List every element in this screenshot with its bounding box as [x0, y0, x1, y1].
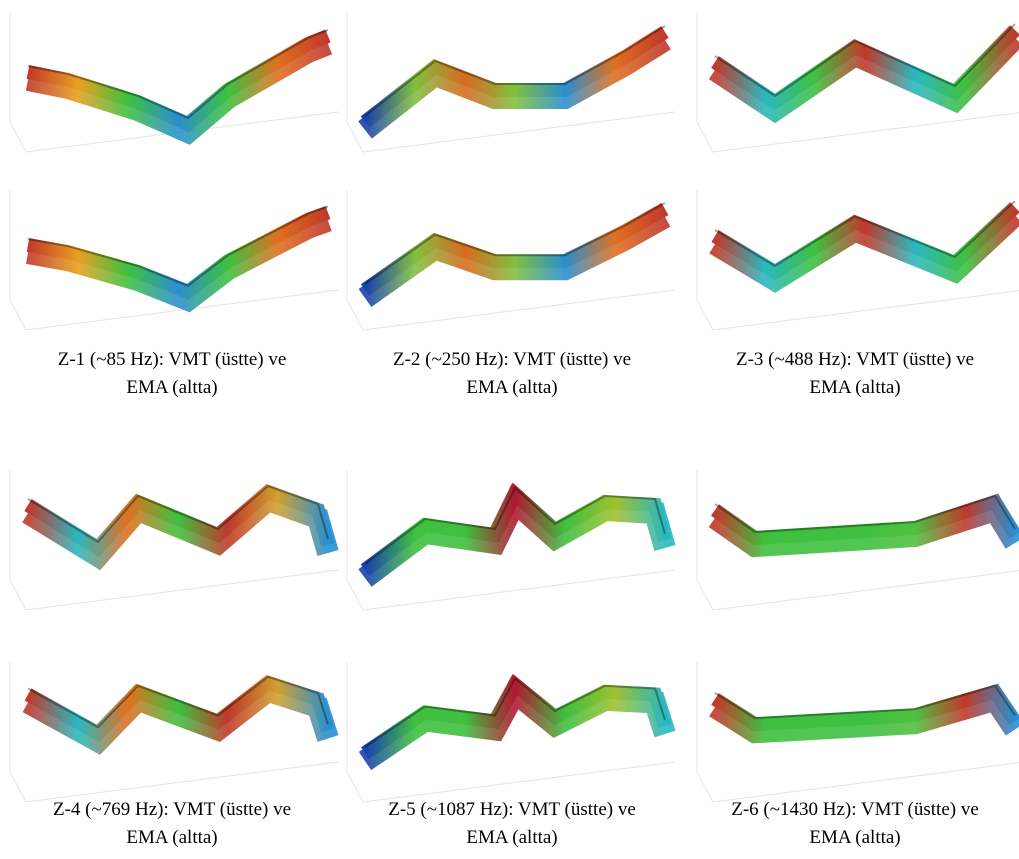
- mode-panel: Z-3 (~488 Hz): VMT (üstte) ve EMA (altta): [697, 12, 1019, 398]
- mode-ribbon-top: [28, 36, 328, 124]
- caption-line: EMA (altta): [126, 827, 217, 848]
- caption-line: Z-3 (~488 Hz): VMT (üstte) ve: [736, 349, 974, 370]
- caption-line: Z-6 (~1430 Hz): VMT (üstte) ve: [731, 799, 979, 820]
- vmt-plot: [697, 470, 1019, 610]
- vmt-plot: [697, 12, 1019, 152]
- caption-line: Z-5 (~1087 Hz): VMT (üstte) ve: [388, 799, 636, 820]
- ema-plot: [697, 190, 1019, 330]
- mode-panel: Z-2 (~250 Hz): VMT (üstte) ve EMA (altta): [347, 12, 675, 398]
- figure: Z-1 (~85 Hz): VMT (üstte) veEMA (altta)Z…: [0, 0, 1019, 859]
- caption-line: Z-2 (~250 Hz): VMT (üstte) ve: [393, 349, 631, 370]
- ema-plot: [10, 190, 338, 330]
- caption-line: EMA (altta): [126, 377, 217, 398]
- mode-ribbon-top: [365, 494, 665, 570]
- ema-plot: [10, 662, 338, 802]
- mode-panel: Z-4 (~769 Hz): VMT (üstte) ve EMA (altta): [10, 470, 338, 848]
- caption-line: EMA (altta): [809, 827, 900, 848]
- vmt-plot: [347, 470, 675, 610]
- caption-line: Z-4 (~769 Hz): VMT (üstte) ve: [53, 799, 291, 820]
- ema-plot: [347, 190, 675, 330]
- mode-panel: Z-6 (~1430 Hz): VMT (üstte) ve EMA (altta…: [697, 470, 1019, 848]
- caption-line: Z-1 (~85 Hz): VMT (üstte) ve: [58, 349, 287, 370]
- caption-line: EMA (altta): [466, 827, 557, 848]
- mode-panel: Z-5 (~1087 Hz): VMT (üstte) ve EMA (altta…: [347, 470, 675, 848]
- ema-plot: [697, 662, 1019, 802]
- vmt-plot: [10, 470, 338, 610]
- vmt-plot: [347, 12, 675, 152]
- caption-line: EMA (altta): [809, 377, 900, 398]
- vmt-plot: [10, 12, 338, 152]
- axis-lines: [347, 12, 675, 152]
- mode-ribbon-top: [28, 492, 328, 548]
- mode-panel: Z-1 (~85 Hz): VMT (üstte) ve EMA (altta): [10, 12, 338, 398]
- ema-plot: [347, 662, 675, 802]
- caption-line: EMA (altta): [466, 377, 557, 398]
